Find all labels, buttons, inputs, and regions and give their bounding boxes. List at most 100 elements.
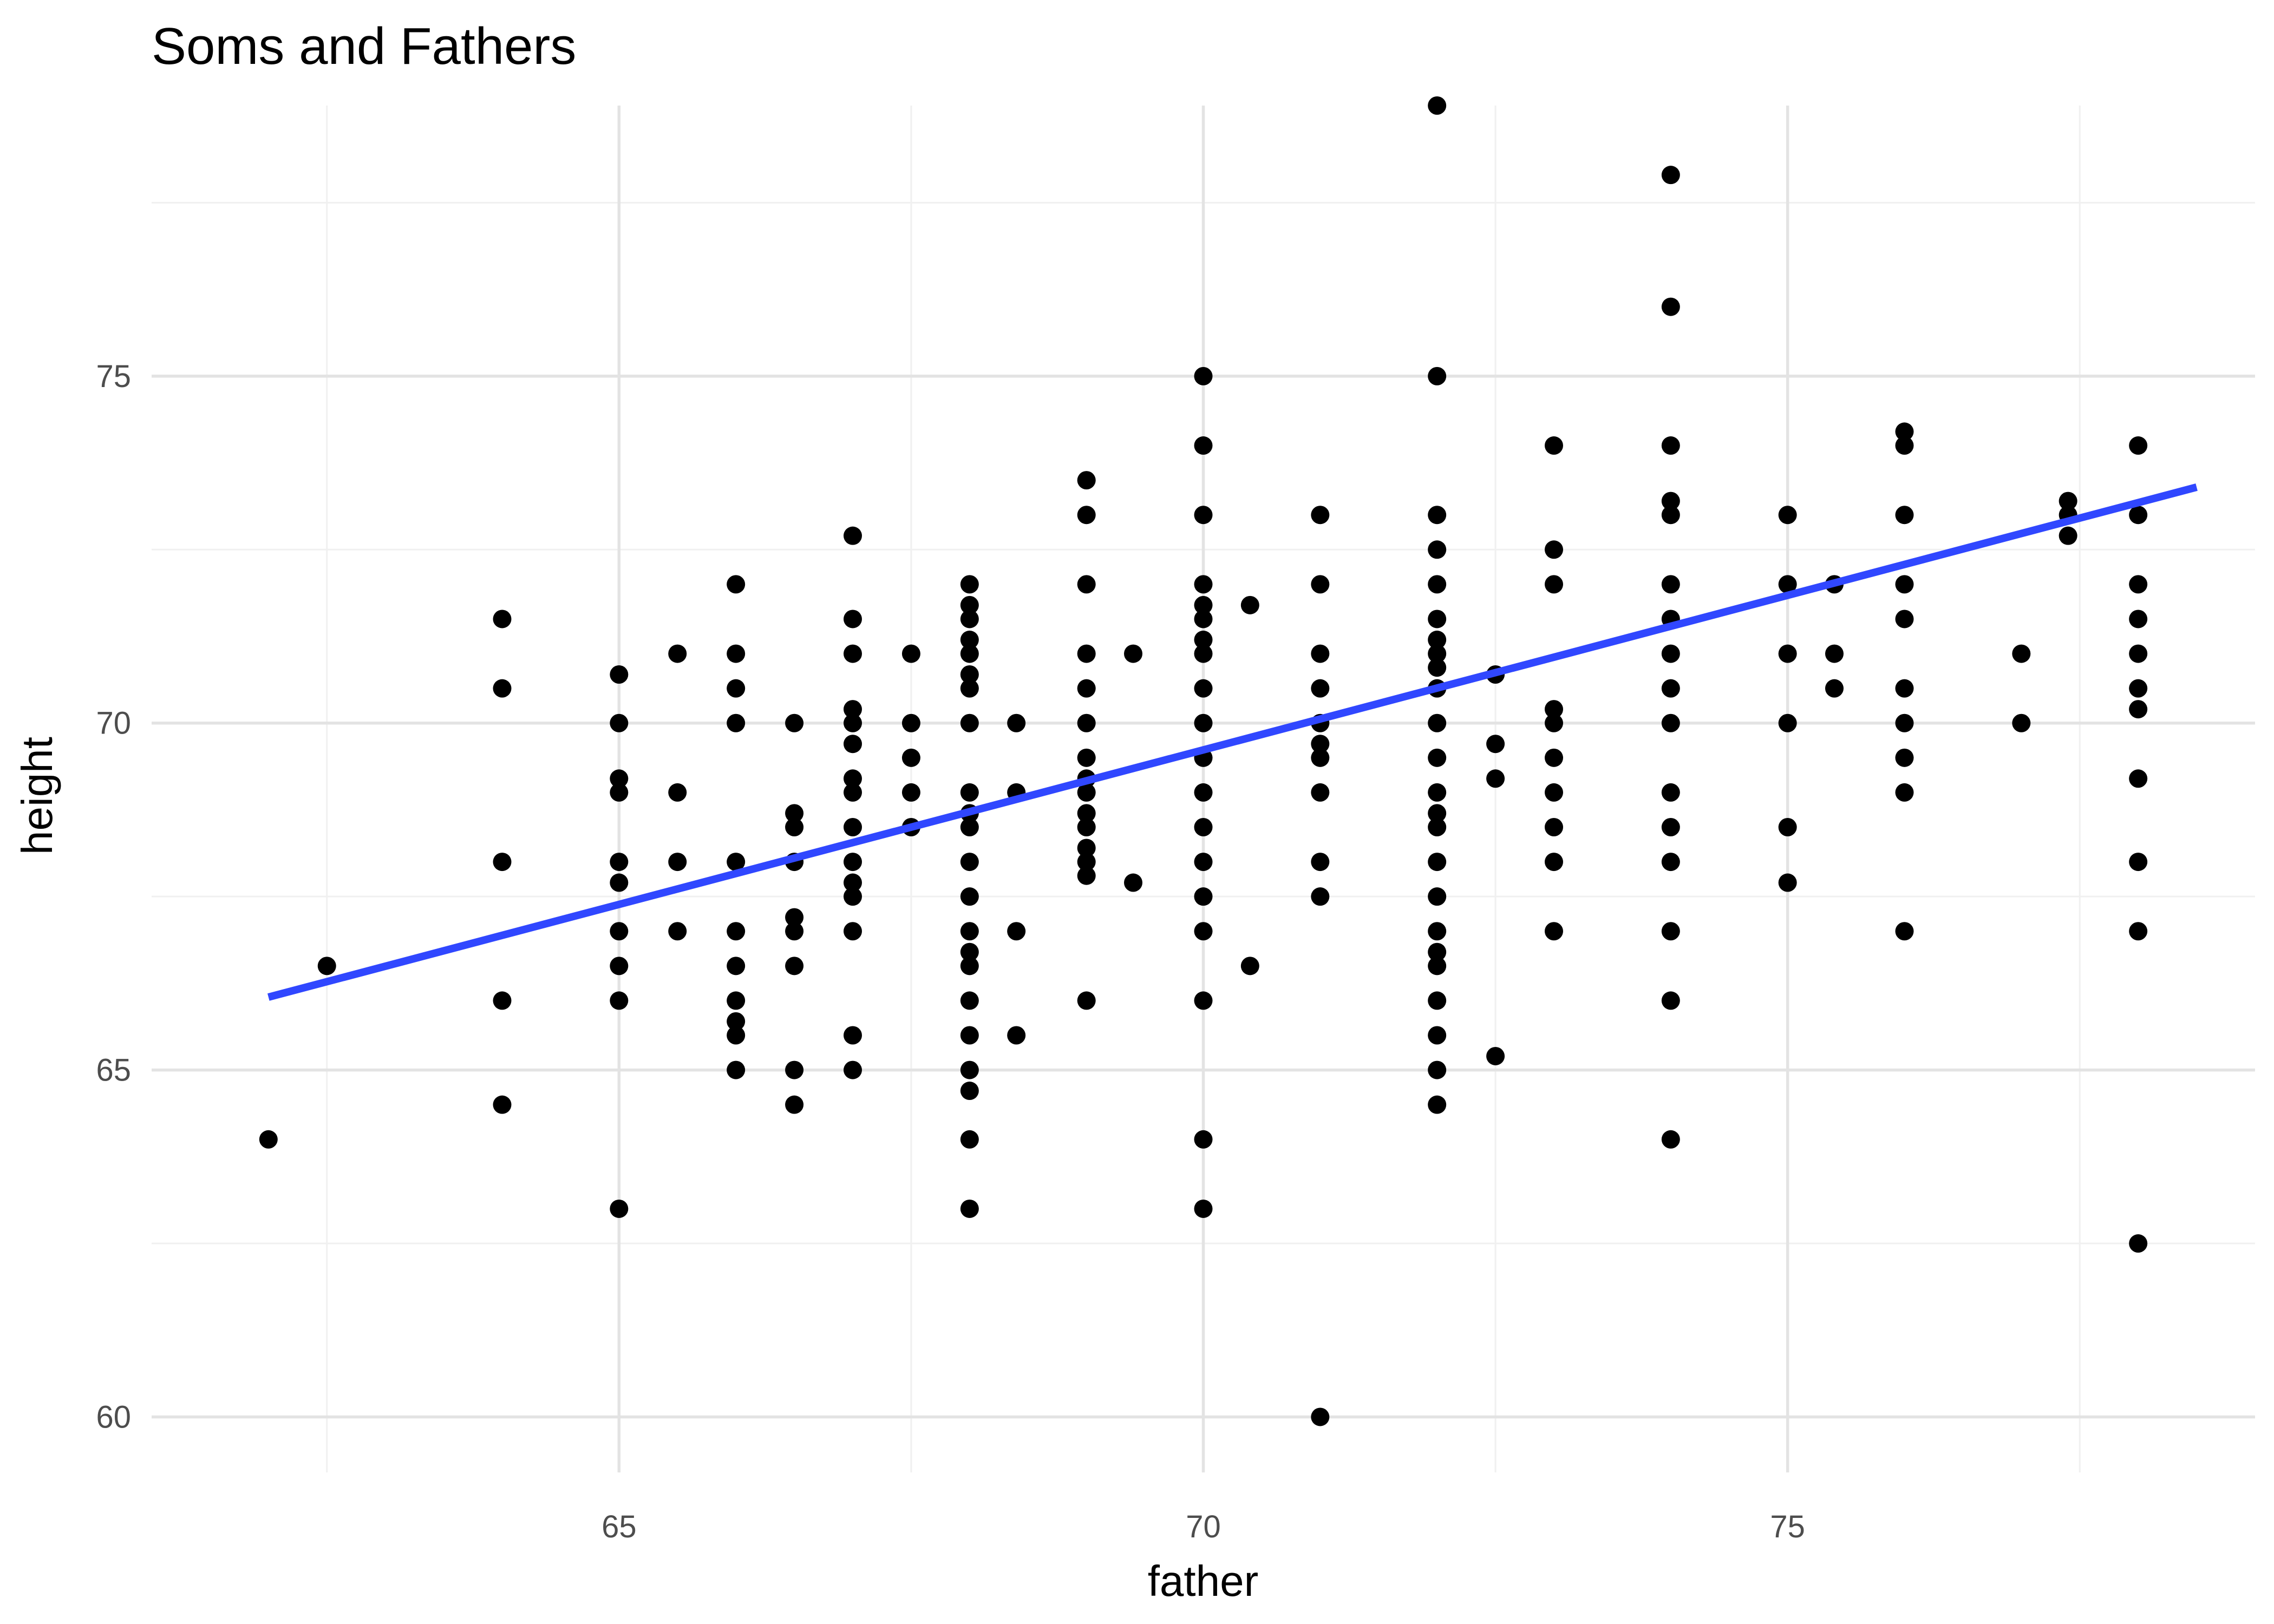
data-point: [1428, 630, 1447, 649]
data-point: [960, 1026, 979, 1045]
data-point: [610, 873, 629, 892]
data-point: [1428, 713, 1447, 732]
data-point: [844, 1060, 862, 1079]
data-point: [1194, 991, 1213, 1010]
data-point: [1428, 804, 1447, 823]
data-point: [785, 1060, 804, 1079]
data-point: [1194, 1130, 1213, 1149]
data-point: [1545, 436, 1563, 455]
data-point: [960, 853, 979, 872]
data-point: [1778, 644, 1797, 663]
data-point: [1895, 610, 1914, 628]
data-point: [1428, 942, 1447, 961]
data-point: [1778, 575, 1797, 594]
data-point: [960, 665, 979, 684]
data-point: [1778, 873, 1797, 892]
data-point: [960, 1082, 979, 1101]
data-point: [1661, 853, 1680, 872]
data-point: [785, 817, 804, 836]
data-point: [1194, 575, 1213, 594]
data-point: [844, 1026, 862, 1045]
data-point: [1486, 1046, 1505, 1065]
data-point: [960, 1060, 979, 1079]
data-point: [2129, 436, 2148, 455]
data-point: [1311, 506, 1330, 525]
data-point: [2129, 769, 2148, 788]
data-point: [844, 713, 862, 732]
data-point: [1778, 506, 1797, 525]
data-point: [1428, 575, 1447, 594]
data-point: [493, 991, 512, 1010]
data-points: [259, 96, 2148, 1426]
data-point: [317, 957, 336, 975]
data-point: [1194, 783, 1213, 802]
data-point: [610, 957, 629, 975]
data-point: [1077, 506, 1096, 525]
data-point: [960, 679, 979, 698]
data-point: [1428, 96, 1447, 115]
data-point: [1545, 783, 1563, 802]
data-point: [1311, 1407, 1330, 1426]
data-point: [1428, 610, 1447, 628]
data-point: [1077, 817, 1096, 836]
data-point: [1428, 783, 1447, 802]
data-point: [727, 1060, 746, 1079]
data-point: [1311, 679, 1330, 698]
data-point: [1124, 644, 1142, 663]
data-point: [727, 853, 746, 872]
data-point: [1194, 853, 1213, 872]
data-point: [493, 853, 512, 872]
x-axis-title: father: [1148, 1557, 1259, 1605]
data-point: [727, 957, 746, 975]
data-point: [785, 713, 804, 732]
data-point: [844, 610, 862, 628]
data-point: [844, 644, 862, 663]
data-point: [1661, 817, 1680, 836]
data-point: [1077, 853, 1096, 872]
data-point: [1661, 1130, 1680, 1149]
data-point: [1428, 366, 1447, 385]
data-point: [1077, 679, 1096, 698]
data-point: [960, 991, 979, 1010]
data-point: [1661, 492, 1680, 510]
data-point: [901, 644, 920, 663]
data-point: [1825, 644, 1844, 663]
data-point: [1194, 506, 1213, 525]
data-point: [2129, 506, 2148, 525]
data-point: [727, 991, 746, 1010]
data-point: [610, 1199, 629, 1218]
trend-line-group: [267, 483, 2198, 1001]
data-point: [1124, 873, 1142, 892]
data-point: [960, 610, 979, 628]
data-point: [844, 700, 862, 719]
data-point: [960, 595, 979, 614]
data-point: [1545, 922, 1563, 941]
data-point: [960, 644, 979, 663]
data-point: [610, 853, 629, 872]
x-tick-label: 70: [1186, 1509, 1221, 1544]
data-point: [1077, 804, 1096, 823]
data-point: [1661, 922, 1680, 941]
data-point: [785, 908, 804, 927]
data-point: [493, 679, 512, 698]
data-point: [610, 991, 629, 1010]
data-point: [960, 1199, 979, 1218]
data-point: [1778, 713, 1797, 732]
data-point: [610, 922, 629, 941]
data-point: [1428, 957, 1447, 975]
chart-title: Soms and Fathers: [152, 17, 576, 75]
data-point: [1545, 817, 1563, 836]
data-point: [727, 644, 746, 663]
x-axis-ticks: 65 70 75: [602, 1509, 1805, 1544]
data-point: [1661, 575, 1680, 594]
data-point: [1545, 700, 1563, 719]
data-point: [1825, 679, 1844, 698]
data-point: [1311, 783, 1330, 802]
data-point: [1077, 644, 1096, 663]
data-point: [901, 748, 920, 767]
data-point: [1545, 540, 1563, 559]
data-point: [1661, 991, 1680, 1010]
data-point: [785, 957, 804, 975]
data-point: [901, 713, 920, 732]
y-axis-ticks: 60 65 70 75: [96, 359, 131, 1435]
